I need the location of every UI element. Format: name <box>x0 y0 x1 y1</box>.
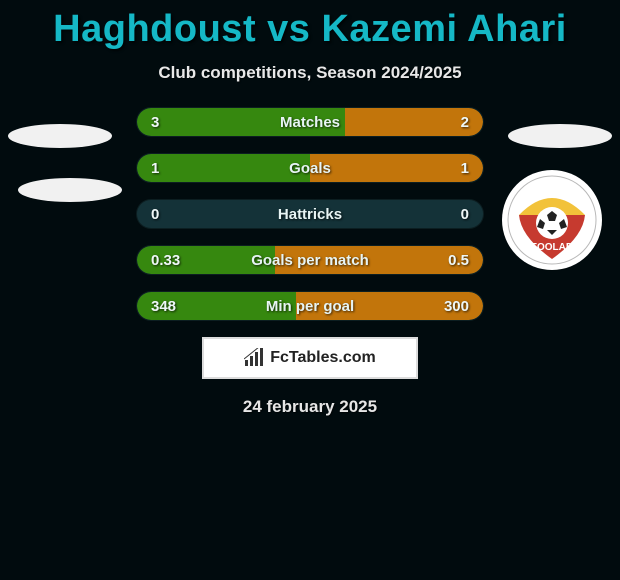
attribution-text: FcTables.com <box>270 349 376 367</box>
date-text: 24 february 2025 <box>0 397 620 417</box>
stat-label: Goals <box>137 154 483 182</box>
subtitle: Club competitions, Season 2024/2025 <box>0 63 620 83</box>
stat-row: 348300Min per goal <box>136 291 484 321</box>
page-title: Haghdoust vs Kazemi Ahari <box>0 0 620 51</box>
stat-row: 32Matches <box>136 107 484 137</box>
stat-label: Min per goal <box>137 292 483 320</box>
stat-row: 11Goals <box>136 153 484 183</box>
stats-container: 32Matches 11Goals 00Hattricks 0.330.5Goals … <box>0 107 620 321</box>
stat-row: 0.330.5Goals per match <box>136 245 484 275</box>
stat-label: Hattricks <box>137 200 483 228</box>
stat-row: 00Hattricks <box>136 199 484 229</box>
bar-chart-icon <box>244 348 266 368</box>
stat-label: Matches <box>137 108 483 136</box>
attribution-box[interactable]: FcTables.com <box>202 337 418 379</box>
stat-label: Goals per match <box>137 246 483 274</box>
